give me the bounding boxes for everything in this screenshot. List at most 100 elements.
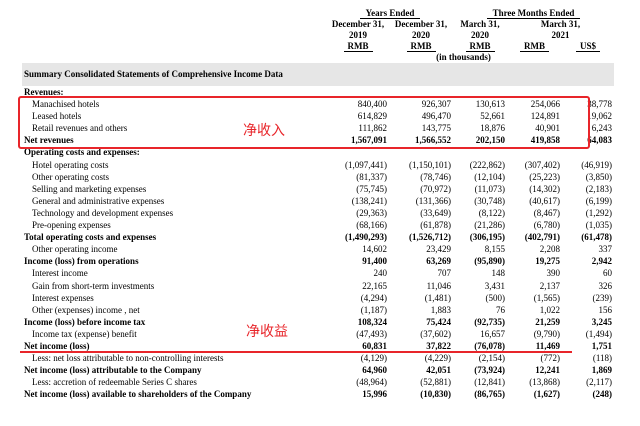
row-label: Gain from short-term investments (32, 280, 155, 291)
cell-value: (131,366) (415, 195, 452, 206)
cell-value: 926,307 (421, 99, 452, 110)
table-body: Years Ended Three Months Ended December … (22, 8, 615, 400)
cell-value: (8,122) (478, 207, 506, 218)
cell-value: 1,883 (430, 304, 452, 315)
cell-value: 22,165 (362, 280, 387, 291)
annotation: 净收益 (246, 323, 288, 340)
unit-row: RMB RMB RMB RMB US$ (22, 41, 614, 52)
cell-value: (4,129) (360, 353, 387, 364)
cell-value: 64,960 (362, 365, 387, 376)
group-label: Three Months Ended (486, 8, 581, 19)
row-label: Manachised hotels (32, 99, 100, 110)
cell-value: (8,467) (533, 207, 561, 218)
cell-value: (61,478) (581, 232, 613, 243)
cell-value: (47,493) (356, 328, 387, 339)
cell-value: 1,567,091 (351, 135, 387, 146)
row-label: Less: accretion of redeemable Series C s… (32, 377, 197, 388)
table-row: Revenues: (22, 86, 614, 98)
cell-value: (73,924) (474, 365, 506, 376)
cell-value: 21,259 (535, 316, 561, 327)
cell-value: (402,791) (524, 232, 561, 243)
row-label: Other operating costs (32, 171, 109, 182)
date-row: 2019 2020 2020 2021 (22, 30, 614, 41)
cell-value: (6,199) (585, 195, 613, 206)
cell-value: (1,526,712) (409, 232, 452, 243)
table-row: Interest expenses (4,294) (1,481) (500) (1,5… (22, 292, 614, 304)
row-label: Less: net loss attributable to non-contr… (32, 353, 224, 364)
cell-value: (37,602) (420, 328, 452, 339)
cell-value: (2,154) (478, 353, 506, 364)
group-row: Years Ended Three Months Ended (22, 8, 614, 19)
cell-value: 2,942 (591, 256, 613, 267)
cell-value: (75,745) (356, 183, 387, 194)
cell-value: (9,790) (533, 328, 561, 339)
cell-value: 11,469 (535, 340, 561, 351)
row-label: Pre-opening expenses (32, 220, 111, 231)
table-row: Retail revenues and others 111,862 143,775… (22, 122, 614, 134)
row-label: Net income (loss) (24, 340, 90, 351)
cell-value: 337 (598, 244, 613, 255)
cell-value: 40,901 (535, 123, 561, 134)
cell-value: (1,097,441) (345, 159, 387, 170)
table-row: Hotel operating costs (1,097,441) (1,150,1… (22, 159, 614, 171)
row-label: General and administrative expenses (32, 195, 165, 206)
row-label: Selling and marketing expenses (32, 183, 147, 194)
cell-value: 326 (598, 280, 613, 291)
table-row: Income tax (expense) benefit (47,493) (37,… (22, 328, 614, 340)
cell-value: 60 (603, 268, 613, 279)
unit: US$ (576, 41, 601, 52)
col-date: 2020 (471, 30, 490, 40)
table-row: Other (expenses) income , net (1,187) 1,88… (22, 304, 614, 316)
table-row: Technology and development expenses (29,3… (22, 207, 614, 219)
group-label: Years Ended (359, 8, 421, 19)
cell-value: (3,850) (585, 171, 613, 182)
cell-value: 1,566,552 (415, 135, 452, 146)
cell-value: 12,241 (535, 365, 561, 376)
table-row: General and administrative expenses (138,… (22, 195, 614, 207)
cell-value: 8,155 (484, 244, 506, 255)
cell-value: 18,876 (480, 123, 506, 134)
cell-value: 19,275 (535, 256, 561, 267)
row-label: Net income (loss) available to sharehold… (24, 389, 252, 400)
unit-note: (in thousands) (436, 52, 491, 62)
cell-value: (95,890) (474, 256, 506, 267)
cell-value: (30,748) (474, 195, 506, 206)
table-title: Summary Consolidated Statements of Compr… (22, 63, 508, 86)
cell-value: 11,046 (426, 280, 452, 291)
col-date: 2019 (349, 30, 367, 40)
cell-value: (1,627) (533, 389, 561, 400)
cell-value: (76,078) (474, 340, 506, 351)
cell-value: 23,429 (426, 244, 452, 255)
table-row: Income (loss) before income tax 108,324 75… (22, 316, 614, 328)
cell-value: 143,775 (421, 123, 452, 134)
cell-value: 130,613 (475, 99, 506, 110)
table-row: Net income (loss) available to sharehold… (22, 388, 614, 400)
cell-value: 6,243 (591, 123, 613, 134)
row-label: Interest income (32, 268, 88, 279)
cell-value: 64,083 (587, 135, 613, 146)
row-label: Net income (loss) attributable to the Co… (24, 365, 202, 376)
row-label: Leased hotels (32, 111, 82, 122)
cell-value: 240 (373, 268, 388, 279)
cell-value: 1,751 (591, 340, 613, 351)
col-date: 2020 (412, 30, 430, 40)
table-row: Leased hotels 614,829 496,470 52,661 124,891… (22, 110, 614, 122)
cell-value: (11,073) (474, 183, 506, 194)
cell-value: 16,657 (480, 328, 506, 339)
cell-value: 19,062 (587, 111, 613, 122)
row-label: Hotel operating costs (32, 159, 109, 170)
table-row: Less: net loss attributable to non-contr… (22, 352, 614, 364)
cell-value: (48,964) (356, 377, 387, 388)
row-label: Total operating costs and expenses (24, 232, 157, 243)
cell-value: (52,881) (420, 377, 452, 388)
cell-value: (86,765) (474, 389, 506, 400)
row-label: Other (expenses) income , net (32, 304, 140, 315)
cell-value: 91,400 (362, 256, 387, 267)
cell-value: (500) (485, 292, 506, 303)
row-label: Net revenues (24, 135, 74, 146)
cell-value: (1,292) (585, 207, 613, 218)
row-label: Revenues: (24, 87, 64, 97)
cell-value: 63,269 (426, 256, 452, 267)
row-label: Other operating income (32, 244, 118, 255)
cell-value: (306,195) (469, 232, 506, 243)
